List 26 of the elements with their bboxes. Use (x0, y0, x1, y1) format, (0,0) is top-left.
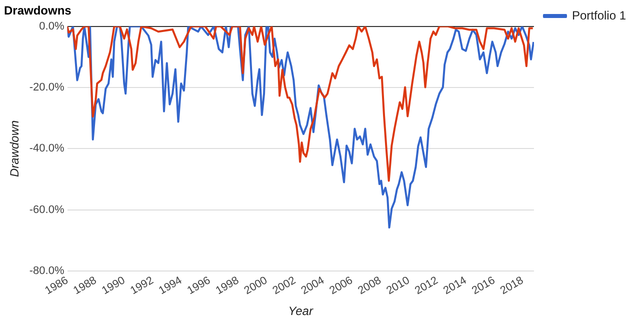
x-tick-label: 1988 (72, 274, 99, 298)
x-tick-label: 2008 (356, 274, 384, 298)
x-tick-label: 1990 (100, 274, 128, 298)
y-tick-label: -20.0% (29, 82, 64, 94)
y-tick-label: -40.0% (29, 142, 64, 155)
x-tick-label: 2006 (328, 274, 355, 298)
y-tick-label: -80.0% (29, 264, 64, 277)
x-tick-label: 1994 (156, 274, 184, 298)
x-tick-label: 2012 (413, 274, 440, 298)
x-tick-label: 1992 (128, 274, 156, 298)
x-tick-label: 1986 (43, 274, 70, 298)
y-tick-label: 0.0% (39, 20, 64, 32)
x-tick-label: 1996 (185, 274, 213, 298)
x-tick-label: 2010 (384, 274, 412, 298)
legend-label: Portfolio 1 (572, 8, 626, 22)
chart-title: Drawdowns (4, 4, 72, 18)
x-tick-label: 2016 (470, 274, 498, 298)
x-tick-label: 2014 (441, 274, 469, 298)
x-tick-label: 1998 (214, 274, 242, 298)
x-tick-label: 2002 (270, 274, 298, 298)
y-tick-label: -60.0% (29, 204, 64, 216)
y-axis-title: Drawdown (8, 120, 22, 178)
x-tick-label: 2018 (498, 274, 526, 298)
x-tick-label: 2000 (242, 274, 270, 298)
x-tick-label: 2004 (299, 274, 326, 298)
x-axis-title: Year (288, 304, 314, 318)
